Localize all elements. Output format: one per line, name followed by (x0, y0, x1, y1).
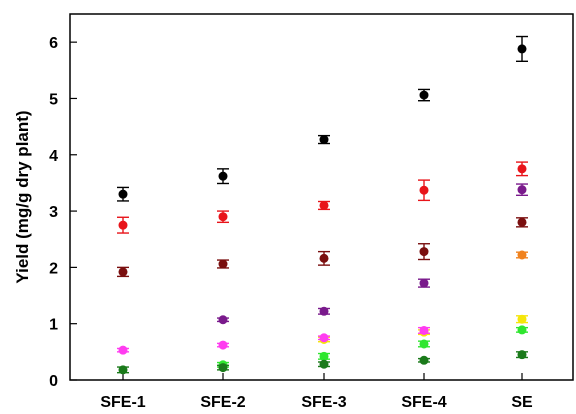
y-tick-label: 2 (49, 260, 58, 277)
point-marker (218, 315, 228, 325)
data-point (217, 259, 229, 269)
point-marker (517, 350, 527, 360)
y-tick-label: 5 (49, 91, 58, 108)
data-point (516, 250, 528, 260)
point-marker (319, 351, 329, 361)
point-marker (319, 200, 329, 210)
y-axis: 0 1 2 3 4 5 6 (49, 35, 77, 390)
data-point (418, 325, 430, 335)
point-marker (419, 325, 429, 335)
point-marker (517, 314, 527, 324)
point-marker (118, 365, 128, 375)
data-point (516, 217, 528, 228)
point-marker (517, 217, 527, 227)
y-tick-label: 0 (49, 373, 58, 390)
point-marker (419, 185, 429, 195)
x-axis: SFE-1 SFE-2 SFE-3 SFE-4 SE (100, 373, 533, 411)
data-point (318, 200, 330, 211)
x-tick-label: SE (511, 394, 533, 411)
data-point (418, 179, 430, 202)
point-marker (517, 185, 527, 195)
data-point (318, 134, 330, 145)
point-marker (319, 253, 329, 263)
data-point (117, 216, 129, 234)
data-point (418, 243, 430, 261)
data-point (117, 266, 129, 278)
point-marker (419, 247, 429, 257)
point-marker (118, 345, 128, 355)
point-marker (419, 339, 429, 349)
y-tick-label: 1 (49, 317, 58, 334)
data-point (117, 186, 129, 202)
point-marker (118, 220, 128, 230)
data-point (318, 306, 330, 316)
data-point (516, 161, 528, 177)
point-marker (319, 306, 329, 316)
y-tick-label: 3 (49, 204, 58, 221)
data-point (318, 351, 330, 361)
plot-frame (69, 13, 574, 381)
x-tick-label: SFE-1 (100, 394, 145, 411)
point-marker (419, 90, 429, 100)
data-point (516, 325, 528, 335)
y-axis-label: Yield (mg/g dry plant) (13, 110, 32, 283)
point-marker (218, 171, 228, 181)
data-point (217, 340, 229, 350)
data-point (516, 183, 528, 197)
data-point (117, 365, 129, 375)
data-point (418, 339, 430, 349)
data-points (117, 35, 528, 375)
data-point (217, 315, 229, 325)
point-marker (218, 340, 228, 350)
point-marker (218, 259, 228, 269)
data-point (217, 210, 229, 224)
x-tick-label: SFE-4 (401, 394, 446, 411)
point-marker (118, 267, 128, 277)
data-point (516, 314, 528, 324)
data-point (217, 363, 229, 373)
point-marker (118, 189, 128, 199)
data-point (418, 278, 430, 288)
x-tick-label: SFE-3 (301, 394, 346, 411)
data-point (418, 355, 430, 365)
x-tick-label: SFE-2 (200, 394, 245, 411)
data-point (318, 359, 330, 369)
point-marker (419, 278, 429, 288)
point-marker (517, 325, 527, 335)
point-marker (517, 250, 527, 260)
point-marker (319, 333, 329, 343)
y-tick-label: 4 (49, 148, 58, 165)
y-tick-label: 6 (49, 35, 58, 52)
data-point (217, 168, 229, 185)
data-point (418, 88, 430, 102)
point-marker (517, 44, 527, 54)
point-marker (218, 212, 228, 222)
point-marker (419, 355, 429, 365)
point-marker (319, 359, 329, 369)
data-point (318, 333, 330, 343)
point-marker (319, 135, 329, 145)
point-marker (517, 164, 527, 174)
point-marker (218, 363, 228, 373)
data-point (318, 250, 330, 266)
data-point (117, 345, 129, 355)
data-point (516, 350, 528, 360)
data-point (516, 35, 528, 62)
